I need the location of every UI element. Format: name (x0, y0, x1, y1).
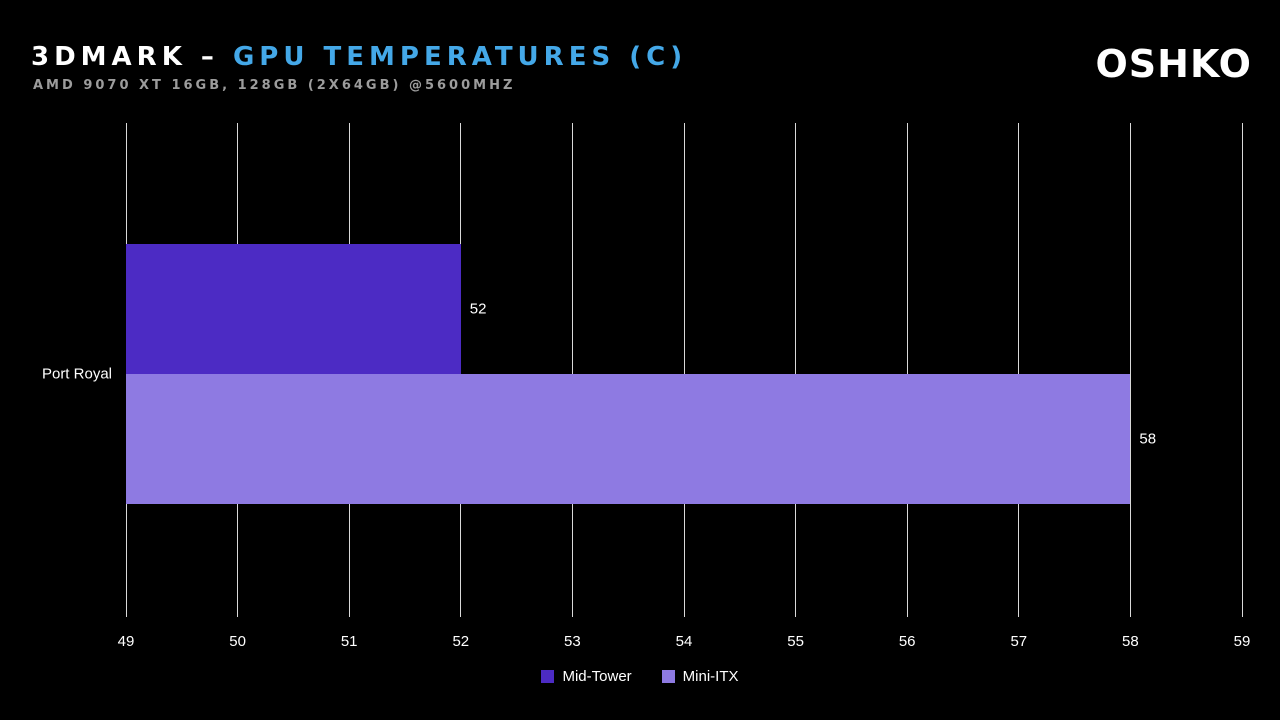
gridline (1241, 123, 1243, 617)
x-axis: 49 50 51 52 53 54 55 56 57 58 59 (118, 633, 1251, 653)
category-label: Port Royal (41, 365, 112, 383)
brand-logo: OSHKO (1095, 42, 1252, 86)
x-axis-tick-label: 58 (1122, 633, 1139, 650)
legend-swatch-icon (661, 670, 675, 683)
x-axis-tick-label: 49 (117, 633, 135, 650)
gridline (1018, 123, 1020, 617)
legend-item-mini-itx: Mini-ITX (661, 668, 739, 685)
x-axis-tick-label: 57 (1010, 633, 1028, 650)
title-main: 3DMARK – (31, 42, 233, 72)
gridline (795, 123, 797, 617)
bar-mini-itx (126, 374, 1131, 504)
legend-item-mid-tower: Mid-Tower (541, 668, 632, 685)
x-axis-tick-label: 51 (340, 633, 358, 650)
legend-label: Mini-ITX (682, 668, 739, 685)
bar-value-label: 58 (1139, 430, 1157, 448)
bar-mid-tower (126, 244, 461, 374)
x-axis-tick-label: 50 (229, 633, 246, 650)
gridline (460, 123, 462, 617)
gridline (683, 123, 685, 617)
legend-label: Mid-Tower (562, 668, 632, 685)
legend: Mid-Tower Mini-ITX (0, 668, 1280, 685)
gridline (571, 123, 573, 617)
x-axis-tick-label: 53 (564, 633, 581, 650)
x-axis-tick-label: 59 (1233, 633, 1251, 650)
x-axis-tick-label: 55 (787, 633, 804, 650)
x-axis-tick-label: 54 (675, 633, 693, 650)
gridline (906, 123, 908, 617)
page-title: 3DMARK – GPU TEMPERATURES (C) (31, 42, 687, 72)
x-axis-tick-label: 56 (898, 633, 916, 650)
legend-swatch-icon (541, 670, 555, 683)
plot-area: 52 58 (125, 123, 1243, 617)
x-axis-tick-label: 52 (452, 633, 470, 650)
subtitle: AMD 9070 XT 16GB, 128GB (2X64GB) @5600MH… (33, 78, 516, 93)
bar-value-label: 52 (469, 300, 487, 318)
title-accent: GPU TEMPERATURES (C) (232, 42, 688, 72)
gridline (1129, 123, 1131, 617)
